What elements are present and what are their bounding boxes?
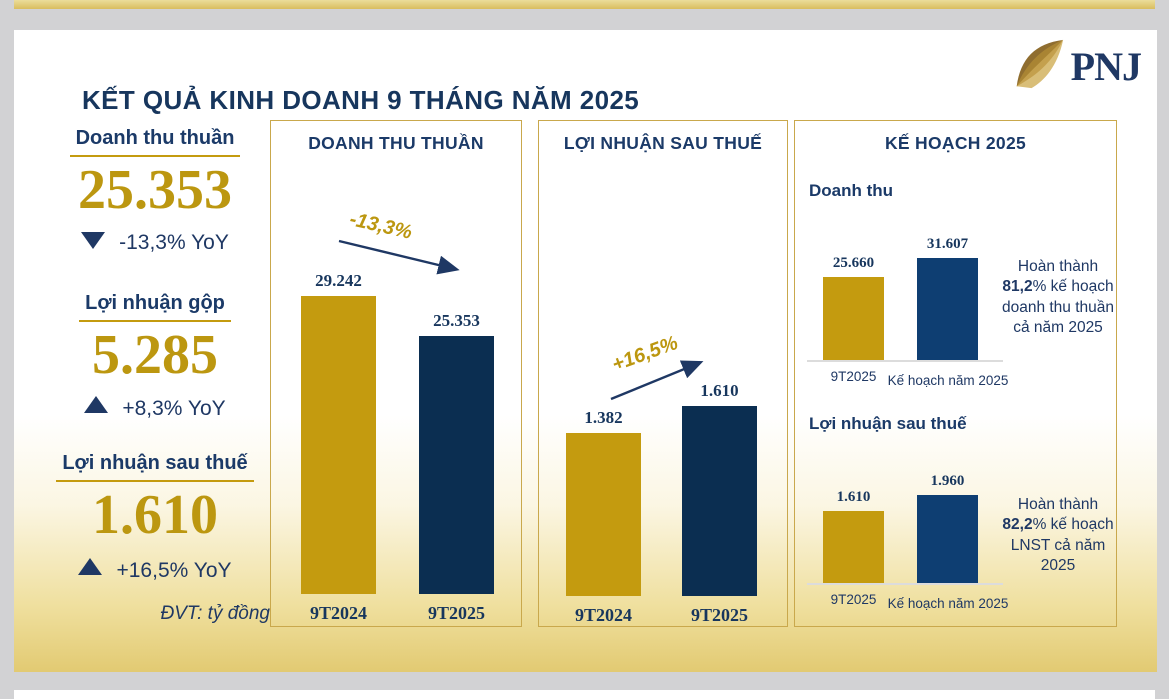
bar-9t2025: 1.610 bbox=[682, 381, 757, 596]
x-axis-label: Kế hoạch năm 2025 bbox=[887, 373, 1009, 388]
triangle-up-icon bbox=[78, 558, 103, 575]
bar-plan-2025: 1.960 bbox=[917, 473, 978, 583]
unit-note: ĐVT: tỷ đồng bbox=[160, 603, 270, 624]
x-axis-label: 9T2025 bbox=[830, 369, 877, 384]
metrics-column: Doanh thu thuần 25.353 -13,3% YoY Lợi nh… bbox=[40, 30, 270, 672]
chart-title: LỢI NHUẬN SAU THUẾ bbox=[563, 133, 763, 153]
metric-label: Lợi nhuận gộp bbox=[79, 292, 231, 322]
bar-value-label: 31.607 bbox=[926, 236, 969, 252]
metric-delta-text: -13,3% YoY bbox=[119, 231, 229, 254]
metric-label: Doanh thu thuần bbox=[69, 127, 241, 157]
metric-delta-text: +8,3% YoY bbox=[122, 397, 226, 420]
bar-plan-2025: 31.607 bbox=[917, 236, 978, 360]
metric-net-profit: Lợi nhuận sau thuế bbox=[40, 452, 270, 482]
plan-profit-note: Hoàn thành 82,2% kế hoạch LNST cả năm 20… bbox=[1000, 495, 1116, 577]
note-text: % kế hoạch doanh thu thuần cả năm 2025 bbox=[1001, 278, 1115, 337]
bar-9t2025: 25.353 bbox=[419, 311, 494, 594]
pnj-logo-text: PNJ bbox=[1070, 44, 1142, 89]
bar-value-label: 25.660 bbox=[832, 255, 875, 271]
x-axis-label: 9T2024 bbox=[574, 605, 632, 625]
chart-panel-net-profit: LỢI NHUẬN SAU THUẾ +16,5% 1.382 1.610 9T… bbox=[538, 120, 788, 627]
metric-delta: +16,5% YoY bbox=[40, 558, 270, 583]
metric-value: 25.353 bbox=[78, 159, 232, 221]
triangle-up-icon bbox=[84, 396, 109, 413]
bar-value-label: 1.382 bbox=[584, 408, 623, 427]
metric-value: 1.610 bbox=[92, 484, 218, 546]
metric-delta-text: +16,5% YoY bbox=[116, 559, 232, 582]
note-text: % kế hoạch LNST cả năm 2025 bbox=[1010, 516, 1114, 575]
bar-value-label: 1.960 bbox=[930, 473, 965, 489]
next-slide-edge bbox=[14, 690, 1155, 699]
note-strong: 82,2 bbox=[1002, 516, 1033, 534]
chart-panel-net-revenue: DOANH THU THUẦN -13,3% 29.242 25.353 9T2… bbox=[270, 120, 522, 627]
pnj-logo: PNJ bbox=[1013, 36, 1142, 97]
axis-baseline bbox=[807, 360, 1003, 362]
metric-net-revenue: Doanh thu thuần bbox=[40, 127, 270, 157]
metric-label: Lợi nhuận sau thuế bbox=[56, 452, 254, 482]
bar-9t2024: 1.382 bbox=[566, 408, 641, 596]
growth-arrow-icon bbox=[610, 360, 704, 401]
metric-value: 5.285 bbox=[92, 324, 218, 386]
slide: KẾT QUẢ KINH DOANH 9 THÁNG NĂM 2025 PNJ … bbox=[14, 30, 1157, 672]
bar-value-label: 29.242 bbox=[315, 271, 362, 290]
plan-panel: KẾ HOẠCH 2025 Doanh thu 25.660 31.607 9T… bbox=[794, 120, 1117, 627]
metric-delta: -13,3% YoY bbox=[40, 231, 270, 255]
bar-value-label: 1.610 bbox=[700, 381, 739, 400]
pnj-fan-icon bbox=[1013, 36, 1065, 97]
plan-profit-subtitle: Lợi nhuận sau thuế bbox=[809, 414, 967, 433]
x-axis-label: 9T2025 bbox=[690, 605, 748, 625]
plan-panel-title: KẾ HOẠCH 2025 bbox=[884, 133, 1027, 153]
x-axis-label: 9T2024 bbox=[309, 603, 367, 623]
plan-revenue-note: Hoàn thành 81,2% kế hoạch doanh thu thuầ… bbox=[1000, 257, 1116, 339]
bar-9t2024: 29.242 bbox=[301, 271, 376, 594]
bar-9t2025-actual: 1.610 bbox=[823, 489, 884, 583]
x-axis-label: Kế hoạch năm 2025 bbox=[887, 596, 1009, 611]
note-text: Hoàn thành bbox=[1017, 258, 1099, 275]
previous-slide-edge bbox=[14, 0, 1155, 9]
bar-value-label: 1.610 bbox=[836, 489, 871, 505]
note-strong: 81,2 bbox=[1002, 278, 1033, 296]
bar-9t2025-actual: 25.660 bbox=[823, 255, 884, 360]
metric-delta: +8,3% YoY bbox=[40, 396, 270, 421]
axis-baseline bbox=[807, 583, 1003, 585]
bar-value-label: 25.353 bbox=[433, 311, 480, 330]
x-axis-label: 9T2025 bbox=[830, 592, 877, 607]
note-text: Hoàn thành bbox=[1017, 496, 1099, 513]
decline-arrow-icon bbox=[338, 239, 460, 275]
page-title: KẾT QUẢ KINH DOANH 9 THÁNG NĂM 2025 bbox=[82, 85, 640, 115]
triangle-down-icon bbox=[81, 232, 106, 249]
plan-revenue-subtitle: Doanh thu bbox=[809, 181, 894, 200]
x-axis-label: 9T2025 bbox=[427, 603, 485, 623]
metric-gross-profit: Lợi nhuận gộp bbox=[40, 292, 270, 322]
chart-title: DOANH THU THUẦN bbox=[308, 133, 484, 153]
